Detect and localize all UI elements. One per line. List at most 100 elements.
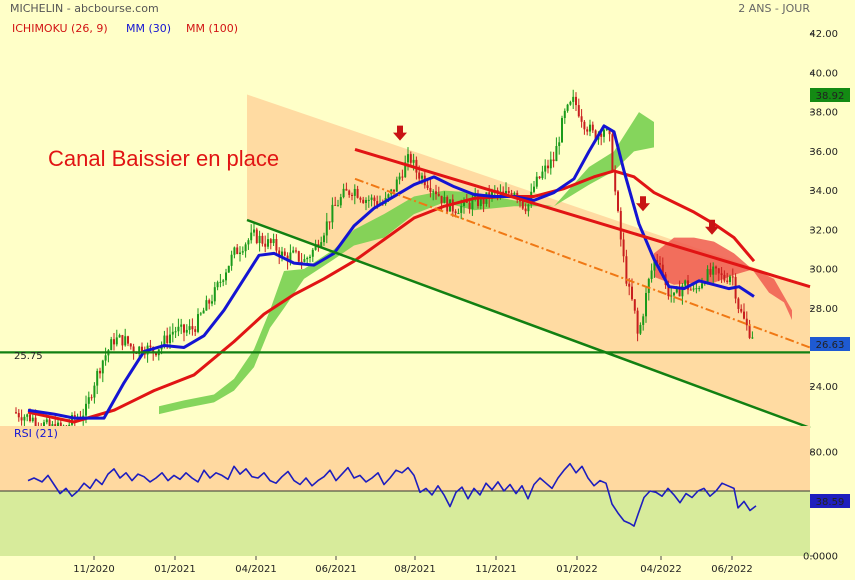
candle-body — [143, 353, 146, 355]
rsi-title: RSI (21) — [14, 427, 58, 440]
candle-body — [334, 204, 337, 206]
candle-body — [737, 298, 740, 309]
candle-body — [197, 314, 199, 332]
candle-body — [71, 415, 73, 425]
candle-body — [437, 194, 440, 196]
candle-body — [278, 250, 281, 257]
candle-body — [59, 422, 62, 427]
candle-body — [647, 278, 650, 293]
candle-body — [426, 185, 429, 188]
candle-body — [261, 235, 264, 244]
candle-body — [569, 101, 572, 105]
price-tick-label: 42.00 — [809, 29, 838, 40]
candle-body — [183, 324, 185, 333]
candle-body — [603, 129, 605, 137]
candle-body — [661, 264, 664, 275]
rsi-value-label: 38.59 — [816, 497, 845, 508]
candle-body — [720, 273, 723, 275]
candle-body — [320, 242, 323, 248]
candle-body — [692, 288, 695, 290]
price-tick-label: 32.00 — [809, 225, 838, 236]
candle-body — [48, 419, 51, 428]
candle-body — [547, 165, 549, 169]
candle-body — [258, 235, 261, 244]
price-tick-label: 34.00 — [809, 186, 838, 197]
candle-body — [68, 424, 71, 427]
candle-body — [255, 229, 258, 244]
candle-body — [443, 197, 446, 204]
candle-body — [572, 96, 575, 102]
candle-body — [244, 244, 247, 252]
candle-body — [297, 251, 300, 262]
candle-body — [342, 188, 345, 198]
rsi-lower-zone — [0, 491, 810, 556]
candle-body — [295, 250, 297, 252]
candle-body — [751, 337, 754, 339]
rsi-upper-zone — [0, 426, 810, 491]
candle-body — [625, 256, 628, 284]
candle-body — [155, 353, 157, 356]
down-arrow-icon — [705, 219, 719, 235]
candle-body — [219, 281, 222, 283]
candle-body — [185, 329, 188, 333]
candle-body — [264, 243, 267, 247]
candle-body — [367, 199, 370, 201]
candle-body — [653, 260, 656, 271]
candle-body — [605, 129, 608, 131]
candle-body — [468, 202, 471, 210]
candle-body — [636, 310, 639, 334]
candle-body — [104, 355, 107, 361]
candle-body — [191, 326, 194, 330]
candle-body — [141, 346, 143, 354]
candle-body — [527, 204, 530, 212]
legend-mm30: MM (30) — [126, 22, 171, 35]
rsi-axis: 80.00 0.0000 — [803, 448, 838, 563]
candle-body — [421, 175, 423, 179]
candle-body — [404, 162, 407, 178]
candle-body — [356, 188, 359, 198]
candle-body — [628, 283, 631, 287]
candle-body — [717, 268, 720, 274]
candle-body — [698, 288, 701, 290]
price-tick-label: 40.00 — [809, 68, 838, 79]
channel-zone — [247, 94, 810, 428]
candle-body — [275, 239, 278, 251]
candle-body — [180, 324, 183, 327]
candle-body — [267, 239, 269, 247]
candle-body — [460, 205, 463, 213]
trendline-mid — [354, 177, 811, 349]
candle-body — [566, 104, 569, 111]
candle-body — [510, 193, 513, 196]
candle-body — [617, 191, 619, 211]
candle-body — [241, 251, 244, 253]
candle-body — [712, 266, 715, 275]
candle-body — [622, 239, 625, 257]
candle-body — [577, 105, 580, 117]
candle-body — [23, 416, 26, 421]
channel-fill — [247, 94, 810, 428]
candle-body — [412, 159, 415, 163]
candle-body — [20, 417, 23, 421]
candle-body — [667, 284, 670, 297]
candle-body — [365, 200, 367, 203]
down-arrow-icon — [393, 125, 407, 141]
candle-body — [118, 335, 121, 338]
candle-body — [345, 188, 348, 191]
candle-body — [689, 289, 692, 291]
candle-body — [395, 179, 398, 192]
candle-body — [541, 171, 544, 179]
candle-body — [171, 331, 174, 335]
candle-body — [639, 324, 642, 334]
rsi-value-tag: 38.59 — [810, 494, 850, 508]
candle-body — [132, 346, 135, 353]
rsi-tick-label: 80.00 — [809, 448, 838, 459]
candle-body — [236, 247, 239, 255]
candle-body — [521, 201, 524, 209]
candle-body — [15, 412, 17, 414]
candle-body — [51, 424, 54, 428]
candle-body — [401, 176, 404, 178]
candle-body — [339, 197, 342, 206]
time-tick-label: 11/2021 — [475, 564, 517, 575]
candle-body — [549, 159, 552, 169]
candle-body — [594, 130, 597, 140]
